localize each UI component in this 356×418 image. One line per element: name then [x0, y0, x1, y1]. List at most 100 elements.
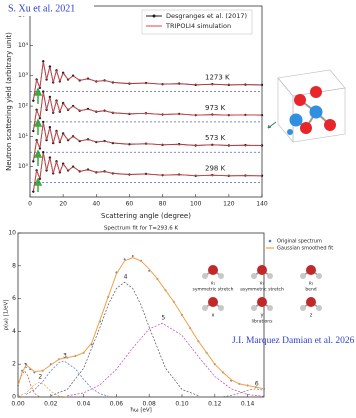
x-tick-label: 0.10 [175, 401, 189, 408]
component-line [222, 388, 265, 398]
legend-label: Desgranges et al. (2017) [166, 12, 247, 20]
plot-frame [17, 232, 265, 398]
component-label: 4 [124, 274, 128, 281]
component-line [50, 281, 199, 397]
data-point [32, 160, 35, 163]
y-tick-label: 0 [12, 394, 16, 401]
component-label: 6 [255, 380, 259, 387]
chart-title: Spectrum fit for T=293.6 K [104, 226, 179, 232]
curve-label: 1273 K [205, 74, 230, 82]
oxygen-atom [208, 297, 218, 307]
x-tick-label: 0.14 [241, 401, 255, 408]
source-text: J.I. Marquez Damian et al. 2026 [232, 336, 355, 346]
component-line [17, 381, 68, 398]
hydrogen-atom [251, 273, 257, 279]
libration-axis: z [310, 313, 313, 319]
series-line [32, 153, 263, 191]
hydrogen-atom [218, 273, 224, 279]
component-label: 2 [38, 374, 42, 381]
data-point [45, 108, 48, 112]
x-tick-label: 0.06 [110, 401, 124, 408]
data-point [32, 129, 35, 133]
data-point [260, 83, 264, 87]
data-point [42, 151, 45, 154]
data-point [32, 190, 35, 193]
series-line [17, 257, 265, 390]
mode-symbol: ν₃ [260, 281, 265, 287]
data-point [42, 60, 45, 63]
y-axis-label: Neutron scattering yield (arbitrary unit… [5, 32, 13, 171]
data-point [42, 120, 45, 124]
hydrogen-atom [202, 273, 208, 279]
data-point [131, 254, 134, 257]
y-tick-label: 10⁰ [18, 163, 29, 170]
mode-symbol: ν₂ [309, 281, 314, 287]
legend-box [141, 9, 253, 35]
x-tick-label: 0.12 [208, 401, 222, 408]
series-line [32, 62, 263, 100]
curve-label: 298 K [205, 165, 226, 173]
oxygen-atom [257, 265, 267, 275]
legend-marker [268, 239, 272, 243]
hydrogen-atom [300, 305, 306, 311]
x-tick-label: 0 [28, 201, 32, 208]
y-tick-label: 10 [8, 230, 16, 237]
crystal-structure [267, 69, 346, 143]
hydrogen-atom [202, 305, 208, 311]
series-line [32, 152, 263, 192]
legend-label: Original spectrum [277, 239, 322, 245]
y-tick-label: 4 [12, 328, 16, 335]
oxygen-atom [306, 265, 316, 275]
x-axis-label: Scattering angle (degree) [101, 212, 191, 220]
libration-label: librations [252, 319, 274, 325]
component-label: 3 [63, 352, 67, 359]
y-tick-label: 2 [12, 361, 16, 368]
x-tick-label: 0.02 [44, 401, 58, 408]
y-tick-label: 10² [18, 103, 29, 110]
mode-symbol: ν₁ [211, 281, 216, 287]
series-line [32, 91, 263, 132]
series-line [32, 92, 263, 131]
data-point [45, 138, 48, 142]
data-point [25, 363, 28, 366]
x-axis-label: ħω [eV] [130, 408, 152, 414]
x-tick-label: 40 [92, 201, 100, 208]
oxygen-atom [306, 297, 316, 307]
hydrogen-atom [267, 305, 273, 311]
oxygen-atom [208, 265, 218, 275]
legend-label: TRIPOLI4 simulation [165, 22, 231, 30]
legend-label: Gaussian smoothed fit [277, 246, 333, 252]
component-line [67, 322, 265, 397]
hydrogen-atom [251, 305, 257, 311]
curve-label: 573 K [205, 134, 226, 142]
y-tick-label: 10³ [18, 72, 29, 79]
data-point [123, 258, 126, 261]
y-tick-label: 8 [12, 262, 16, 269]
hydrogen-atom [300, 273, 306, 279]
y-axis-label: ρ(ω) [1/eV] [4, 300, 10, 331]
data-point [48, 126, 52, 129]
libration-axis: x [212, 313, 215, 319]
x-tick-label: 60 [126, 201, 134, 208]
libration-axis: y [261, 313, 264, 319]
x-tick-label: 0.04 [77, 401, 91, 408]
x-tick-label: 120 [223, 201, 235, 208]
y-tick-label: 10¹ [18, 133, 29, 140]
oxygen-atom [257, 297, 267, 307]
series-line [32, 122, 263, 161]
data-point [48, 156, 52, 159]
x-tick-label: 140 [256, 201, 268, 208]
x-tick-label: 80 [159, 201, 167, 208]
x-tick-label: 0.08 [143, 401, 157, 408]
curve-label: 973 K [205, 104, 226, 112]
source-text: S. Xu et al. 2021 [8, 3, 75, 14]
data-point [45, 78, 48, 81]
x-tick-label: 20 [59, 201, 67, 208]
data-point [48, 95, 52, 99]
plot-frame [29, 5, 263, 198]
component-label: 5 [161, 315, 165, 322]
data-point [42, 90, 45, 93]
source-bg [2, 1, 94, 16]
